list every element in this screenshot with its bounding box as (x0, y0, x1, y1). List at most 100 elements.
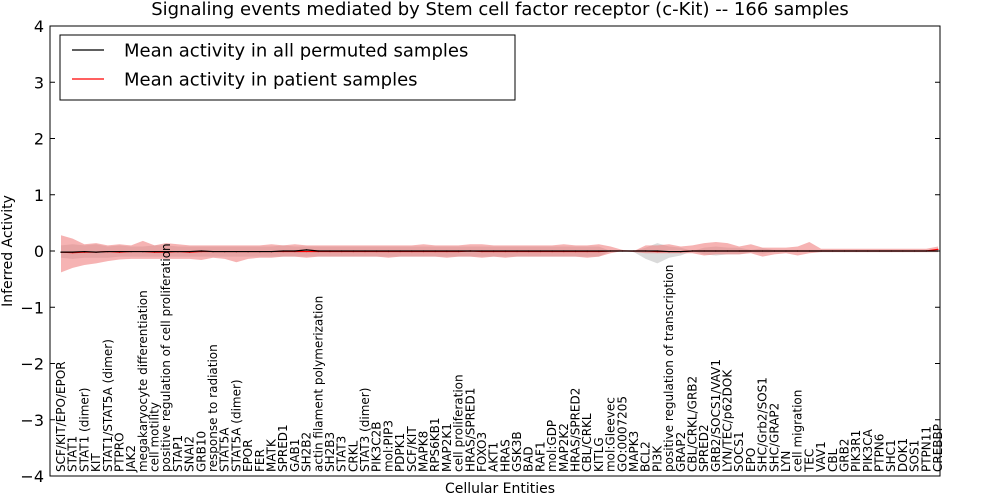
point-permuted (808, 250, 810, 252)
x-tick-label: SPRED2 (697, 424, 711, 472)
legend: Mean activity in all permuted samples Me… (59, 34, 516, 101)
x-tick-label: TEC (802, 449, 816, 473)
point-permuted (177, 250, 179, 253)
x-tick-label: SHC1 (884, 439, 898, 472)
point-permuted (212, 250, 214, 253)
x-tick-label: PTPN11 (919, 426, 933, 472)
point-permuted (224, 250, 226, 253)
point-permuted (902, 250, 904, 252)
point-permuted (715, 250, 717, 252)
x-tick-label: LYN/TEC/p62DOK (721, 369, 735, 472)
x-tick-label: HRAS/SPRED1 (463, 388, 477, 472)
point-permuted (504, 250, 506, 252)
point-permuted (867, 250, 869, 252)
line-permuted (61, 249, 938, 253)
x-tick-label: GRB2 (837, 438, 851, 472)
point-permuted (341, 250, 343, 252)
point-permuted (329, 250, 331, 252)
x-tick-label: HRAS (498, 439, 512, 472)
x-tick-label: CRKL (346, 440, 360, 472)
point-permuted (925, 250, 927, 252)
y-tick-label: 1 (34, 186, 44, 205)
point-permuted (574, 250, 577, 252)
point-permuted (563, 250, 565, 252)
point-permuted (270, 250, 273, 253)
point-permuted (621, 250, 623, 252)
x-tick-label: PIK3R1 (849, 430, 863, 472)
point-permuted (691, 250, 694, 252)
x-tick-label: VAV1 (814, 441, 828, 472)
point-permuted (738, 250, 740, 252)
x-tick-label: SHC/GRAP2 (767, 403, 781, 472)
x-tick-label: PTPRO (112, 432, 126, 472)
point-permuted (83, 250, 85, 253)
point-permuted (189, 250, 191, 253)
point-permuted (762, 250, 764, 252)
point-permuted (726, 250, 729, 252)
point-permuted (387, 250, 390, 252)
point-permuted (598, 250, 600, 252)
point-permuted (153, 250, 156, 253)
x-tick-label: PI3K (650, 445, 664, 472)
legend-label-patient: Mean activity in patient samples (124, 70, 418, 91)
x-tick-label: STAP1 (171, 435, 185, 472)
y-tick-label: −2 (20, 355, 44, 374)
x-tick-label: CBL (826, 448, 840, 472)
x-tick-label: SCF/KIT (405, 426, 419, 472)
x-tick-label: GSK3B (510, 431, 524, 472)
point-permuted (656, 250, 658, 252)
y-tick-label: −4 (20, 467, 44, 486)
x-tick-label: SH2B3 (323, 432, 337, 472)
point-permuted (72, 251, 74, 253)
x-tick-label: AKT1 (487, 442, 501, 472)
point-permuted (422, 250, 425, 252)
x-tick-label: positive regulation of transcription (662, 265, 676, 472)
point-permuted (609, 250, 612, 252)
x-tick-label: MATK (264, 438, 278, 472)
point-permuted (200, 250, 202, 252)
x-tick-label: EPO (744, 448, 758, 472)
x-tick-label: megakaryocyte differentiation (136, 290, 150, 472)
x-tick-label: PDPK1 (393, 433, 407, 472)
x-tick-label: GRB10 (194, 431, 208, 472)
point-permuted (411, 250, 413, 252)
point-permuted (282, 250, 284, 252)
x-tick-label: mol:GDP (545, 420, 559, 472)
point-permuted (773, 250, 775, 252)
x-tick-label: SPRED1 (276, 424, 290, 472)
point-patient (305, 250, 308, 253)
x-tick-label: positive regulation of cell proliferatio… (159, 243, 173, 472)
x-tick-label: DOK1 (896, 438, 910, 472)
point-permuted (107, 250, 109, 253)
x-tick-label: STAT3 (dimer) (358, 388, 372, 472)
point-permuted (551, 250, 553, 252)
point-permuted (481, 250, 483, 252)
x-tick-label: CREBBP (931, 424, 945, 472)
point-permuted (586, 250, 588, 252)
x-axis-label: Cellular Entities (445, 481, 555, 497)
band-patient (61, 235, 938, 273)
x-tick-label: MAPK3 (627, 431, 641, 472)
y-axis-label: Inferred Activity (0, 195, 16, 307)
point-permuted (130, 250, 132, 253)
x-tick-label: STAT5A (dimer) (229, 379, 243, 472)
point-permuted (457, 250, 460, 252)
point-permuted (645, 250, 647, 252)
x-tick-label: FOXO3 (475, 432, 489, 472)
point-permuted (493, 250, 495, 252)
point-permuted (95, 251, 97, 253)
x-tick-label: MAP2K1 (440, 423, 454, 472)
point-permuted (539, 250, 542, 252)
x-tick-label: BCL2 (639, 441, 653, 472)
point-permuted (165, 250, 167, 253)
x-tick-label: cell proliferation (452, 374, 466, 472)
legend-label-permuted: Mean activity in all permuted samples (124, 41, 468, 62)
x-tick-label: MAP2K2 (557, 423, 571, 472)
point-permuted (914, 250, 916, 252)
point-permuted (434, 250, 436, 252)
x-tick-label: GRB2/SOCS1/VAV1 (709, 359, 723, 472)
point-permuted (832, 250, 834, 252)
x-tick-label: mol:Gleevec (604, 397, 618, 472)
x-tick-label: SOS1 (908, 440, 922, 472)
